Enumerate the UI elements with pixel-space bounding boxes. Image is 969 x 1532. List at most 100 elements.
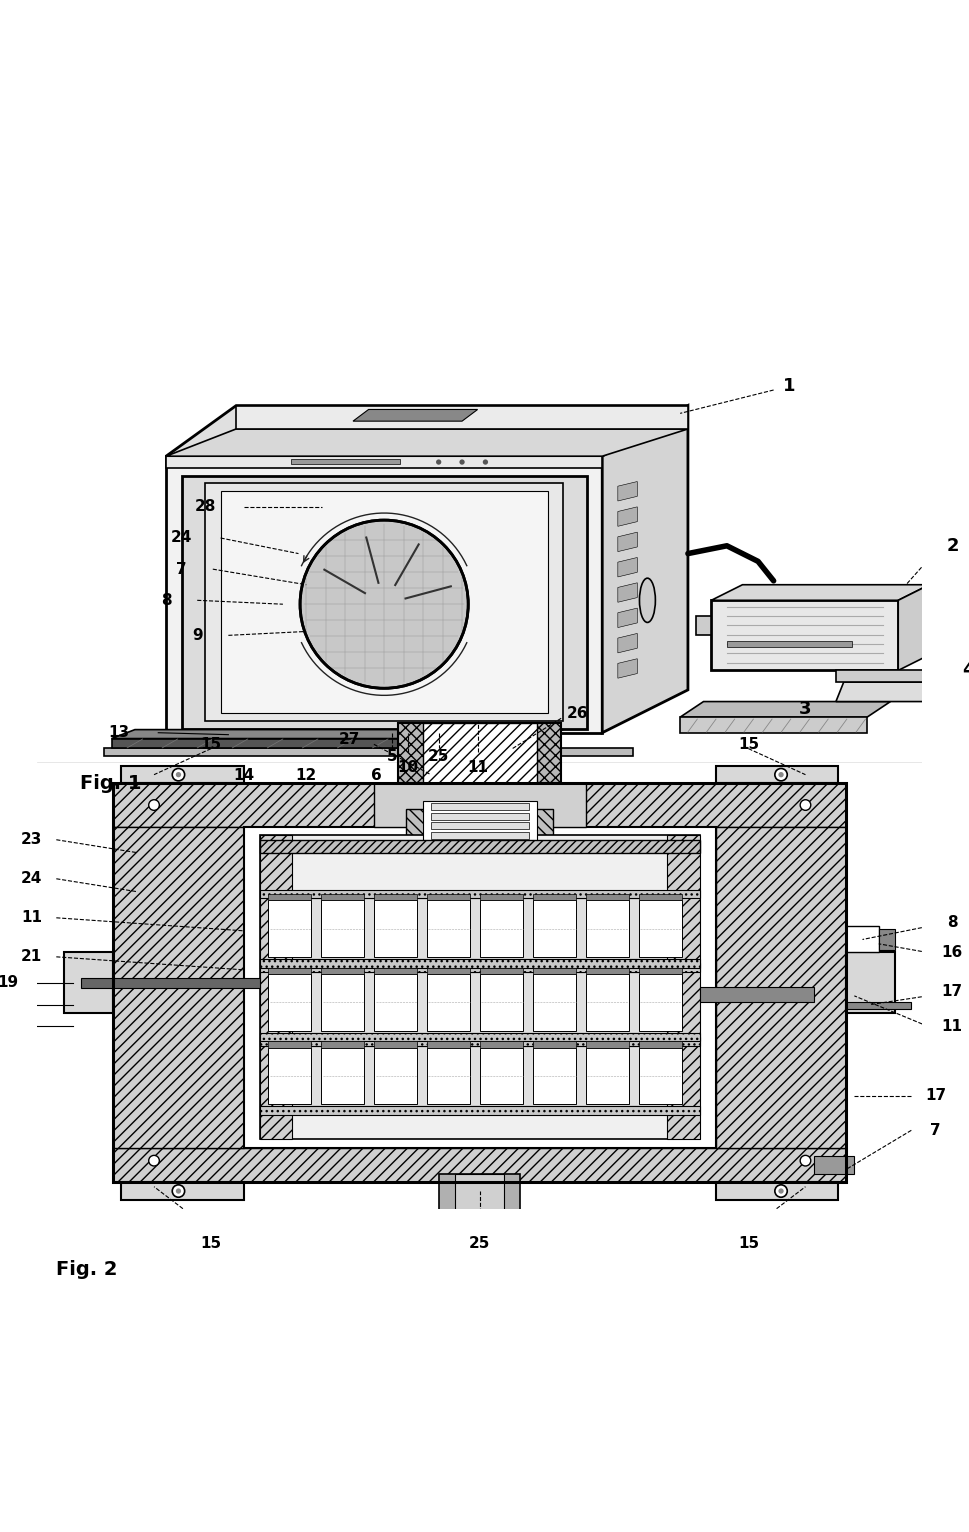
Bar [533, 895, 577, 901]
Bar [426, 895, 470, 901]
Ellipse shape [640, 578, 655, 622]
Circle shape [775, 1184, 787, 1196]
Text: 8: 8 [947, 915, 957, 930]
Circle shape [800, 800, 811, 810]
Bar [422, 801, 537, 853]
Text: 17: 17 [925, 1088, 947, 1103]
Circle shape [172, 769, 185, 781]
Text: 16: 16 [942, 945, 962, 961]
Bar [431, 813, 529, 820]
Circle shape [483, 460, 488, 464]
Text: 24: 24 [171, 530, 192, 545]
Bar [374, 1048, 418, 1105]
Bar [639, 968, 682, 974]
Text: 26: 26 [567, 706, 588, 722]
Text: 9: 9 [192, 628, 203, 643]
Bar [121, 766, 243, 783]
Bar [260, 1033, 700, 1042]
Polygon shape [836, 682, 953, 702]
Bar [374, 974, 418, 1031]
Text: 1: 1 [783, 377, 796, 395]
Bar [533, 968, 577, 974]
Bar [533, 1048, 577, 1105]
Bar [585, 968, 629, 974]
Text: 7: 7 [176, 562, 187, 576]
Bar [260, 1106, 700, 1115]
Bar [480, 968, 523, 974]
Polygon shape [696, 616, 711, 636]
Circle shape [778, 772, 784, 777]
Bar [639, 895, 682, 901]
Bar [113, 827, 243, 1147]
Text: 8: 8 [161, 593, 172, 608]
Bar [321, 1042, 364, 1048]
Text: 23: 23 [21, 832, 43, 847]
Bar [585, 1042, 629, 1048]
Text: 24: 24 [21, 872, 43, 887]
Text: 13: 13 [109, 725, 130, 740]
Polygon shape [166, 457, 603, 467]
Bar [113, 783, 846, 1183]
Bar [264, 898, 696, 959]
Bar [585, 901, 629, 958]
Bar [321, 1048, 364, 1105]
Polygon shape [111, 738, 540, 748]
Text: 5: 5 [387, 749, 397, 763]
Bar [480, 895, 523, 901]
Text: 11: 11 [21, 910, 43, 925]
Text: 12: 12 [296, 768, 317, 783]
Text: 15: 15 [738, 1236, 759, 1250]
Polygon shape [836, 671, 945, 682]
Bar [455, 1174, 504, 1216]
Bar [321, 974, 364, 1031]
Text: Fig. 2: Fig. 2 [56, 1259, 118, 1279]
Text: 17: 17 [942, 984, 962, 999]
Bar [639, 974, 682, 1031]
Text: 10: 10 [397, 760, 418, 775]
Bar [113, 783, 846, 1183]
Bar [439, 1174, 520, 1216]
Bar [426, 901, 470, 958]
Bar [260, 959, 700, 968]
Bar [480, 1042, 523, 1048]
Circle shape [300, 519, 468, 688]
Bar [814, 1157, 855, 1174]
Bar [65, 953, 113, 1013]
Bar [321, 895, 364, 901]
Text: 11: 11 [942, 1019, 962, 1034]
Bar [480, 1048, 523, 1105]
Text: 28: 28 [195, 499, 216, 515]
Polygon shape [181, 475, 586, 729]
Bar [431, 841, 529, 849]
Bar [260, 835, 293, 1138]
Bar [260, 890, 700, 898]
Circle shape [775, 769, 787, 781]
Text: 19: 19 [0, 976, 18, 990]
Text: 15: 15 [201, 1236, 222, 1250]
Polygon shape [618, 558, 638, 578]
Polygon shape [166, 429, 688, 457]
Polygon shape [166, 406, 688, 457]
Circle shape [148, 800, 159, 810]
Bar [260, 964, 700, 971]
Bar [374, 1042, 418, 1048]
Bar [431, 832, 529, 840]
Text: 6: 6 [371, 768, 382, 783]
Bar [426, 974, 470, 1031]
Bar [480, 901, 523, 958]
Bar [268, 968, 311, 974]
Text: 14: 14 [234, 768, 255, 783]
Bar [716, 827, 846, 1147]
Polygon shape [618, 608, 638, 628]
Bar [533, 901, 577, 958]
Bar [426, 968, 470, 974]
Polygon shape [104, 748, 634, 757]
Bar [716, 1183, 838, 1200]
Circle shape [148, 1155, 159, 1166]
Polygon shape [236, 406, 688, 429]
Bar [268, 1048, 311, 1105]
Bar [268, 1042, 311, 1048]
Bar [431, 803, 529, 810]
Bar [321, 901, 364, 958]
Text: 15: 15 [201, 737, 222, 752]
